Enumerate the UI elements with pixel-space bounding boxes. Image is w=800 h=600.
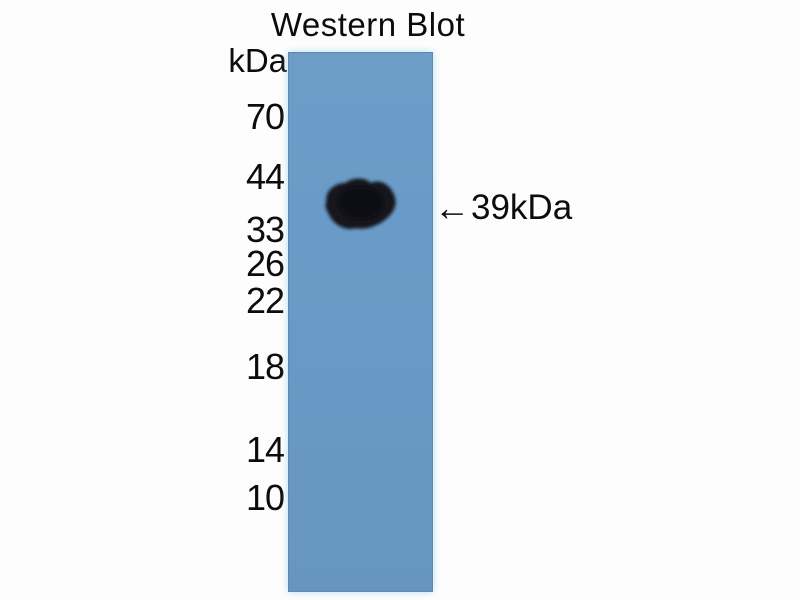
- mw-marker-14: 14: [245, 429, 285, 470]
- mw-marker-70: 70: [245, 96, 285, 137]
- mw-marker-10: 10: [245, 477, 285, 518]
- mw-marker-22: 22: [245, 280, 285, 321]
- blot-lane: [288, 52, 433, 592]
- unit-label-kda: kDa: [228, 42, 287, 79]
- band-annotation-label: 39kDa: [471, 188, 573, 227]
- left-arrow-icon: ←: [434, 187, 470, 228]
- protein-band-39kda: [325, 178, 396, 229]
- mw-marker-44: 44: [245, 156, 285, 197]
- mw-marker-33: 33: [245, 209, 285, 250]
- mw-marker-26: 26: [245, 243, 285, 284]
- mw-marker-18: 18: [245, 346, 285, 387]
- band-annotation: ← 39kDa: [434, 188, 572, 228]
- figure-title: Western Blot: [270, 6, 466, 43]
